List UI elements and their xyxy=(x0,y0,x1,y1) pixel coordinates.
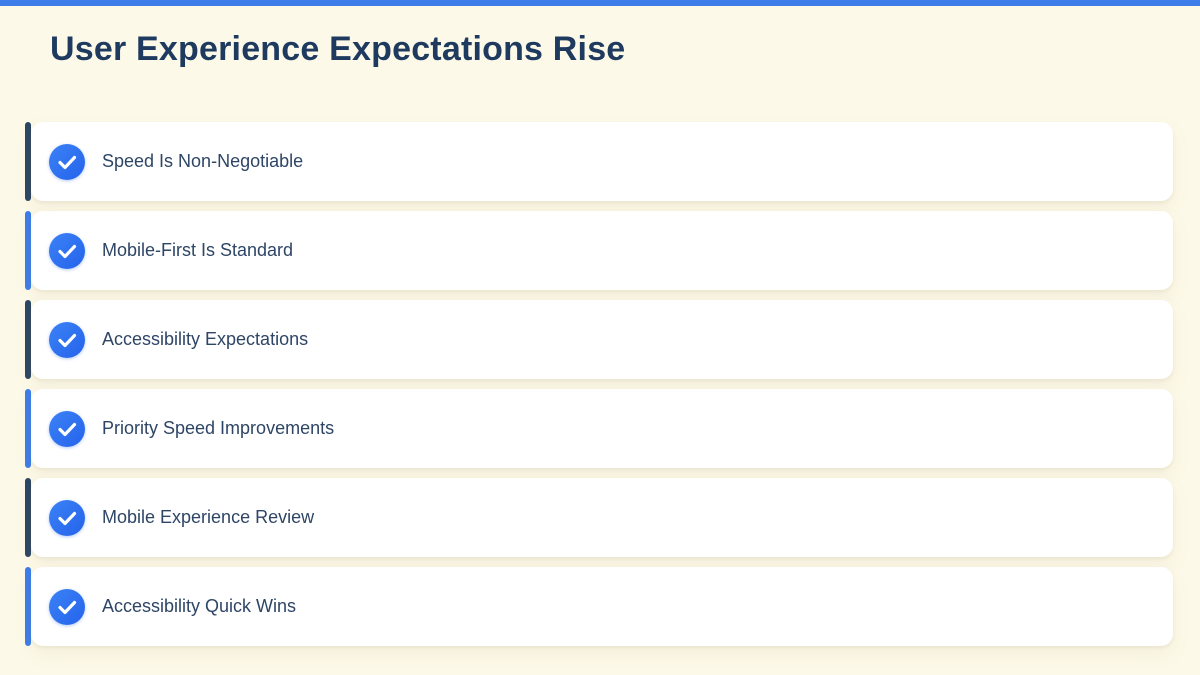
list-item-label: Accessibility Quick Wins xyxy=(102,596,297,616)
list-item[interactable]: Accessibility Expectations xyxy=(25,300,1173,379)
list-item[interactable]: Mobile Experience Review xyxy=(25,478,1173,557)
list-item-label: Mobile-First Is Standard xyxy=(102,240,294,260)
list-item-card: Priority Speed Improvements xyxy=(31,389,1173,468)
checkmark-icon xyxy=(49,321,85,358)
list-item[interactable]: Priority Speed Improvements xyxy=(25,389,1173,468)
accent-bar xyxy=(25,300,31,379)
list-item[interactable]: Speed Is Non-Negotiable xyxy=(25,122,1173,201)
checkmark-icon xyxy=(49,232,85,269)
list-item-card: Accessibility Expectations xyxy=(31,300,1173,379)
top-accent-bar xyxy=(0,0,1200,6)
list-item[interactable]: Mobile-First Is Standard xyxy=(25,211,1173,290)
list-item-label: Accessibility Expectations xyxy=(102,329,309,349)
list-item-card: Mobile Experience Review xyxy=(31,478,1173,557)
page-title: User Experience Expectations Rise xyxy=(50,30,626,68)
list-item-card: Speed Is Non-Negotiable xyxy=(31,122,1173,201)
checkmark-icon xyxy=(49,588,85,625)
list-item-label: Speed Is Non-Negotiable xyxy=(102,151,304,171)
list-item-card: Mobile-First Is Standard xyxy=(31,211,1173,290)
accent-bar xyxy=(25,478,31,557)
list-item[interactable]: Accessibility Quick Wins xyxy=(25,567,1173,646)
checklist: Speed Is Non-Negotiable Mobile-First Is … xyxy=(25,122,1173,646)
checkmark-icon xyxy=(49,499,85,536)
checkmark-icon xyxy=(49,410,85,447)
accent-bar xyxy=(25,211,31,290)
list-item-label: Priority Speed Improvements xyxy=(102,418,335,438)
accent-bar xyxy=(25,122,31,201)
accent-bar xyxy=(25,567,31,646)
accent-bar xyxy=(25,389,31,468)
checkmark-icon xyxy=(49,143,85,180)
list-item-card: Accessibility Quick Wins xyxy=(31,567,1173,646)
list-item-label: Mobile Experience Review xyxy=(102,507,315,527)
